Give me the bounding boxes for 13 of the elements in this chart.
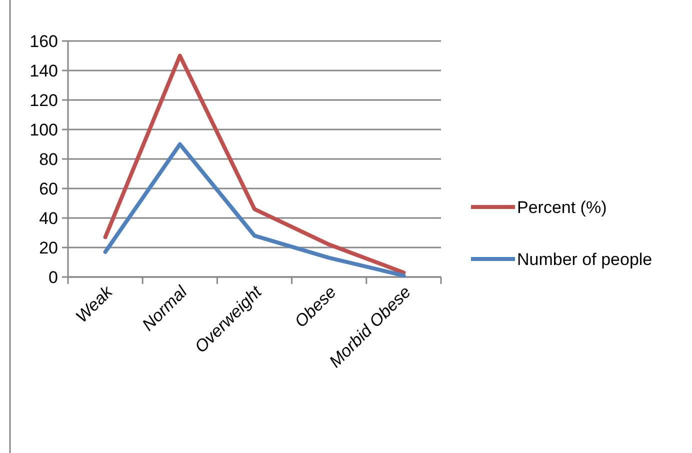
y-tick-label: 20 <box>39 238 58 258</box>
y-tick-label: 0 <box>48 268 58 287</box>
y-tick-label: 160 <box>30 32 58 51</box>
line-series <box>103 54 406 275</box>
y-tick-label: 100 <box>30 120 58 140</box>
y-tick-label: 40 <box>39 208 58 228</box>
y-tick-label: 120 <box>30 90 58 110</box>
legend-label: Percent (%) <box>517 198 607 217</box>
y-tick-label: 140 <box>30 61 58 80</box>
y-tick-label: 80 <box>39 150 58 169</box>
legend-label: Number of people <box>517 250 652 269</box>
line-series <box>103 142 406 278</box>
y-tick-label: 60 <box>39 179 58 198</box>
